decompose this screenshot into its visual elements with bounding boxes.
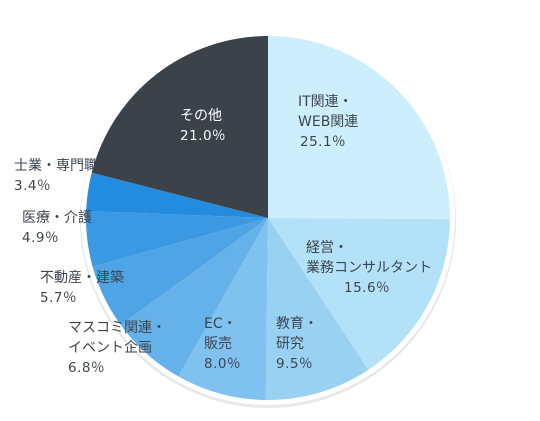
slice-label-line: 経営・ [306, 240, 348, 256]
slice-value: 9.5％ [276, 356, 313, 372]
slice-label-line: IT関連・ [298, 94, 353, 110]
slice-medical [86, 211, 268, 267]
slice-label-line: 医療・介護 [22, 209, 92, 226]
label-realestate: 不動産・建築 5.7％ [40, 270, 124, 306]
label-professional: 士業・専門職 3.4％ [14, 158, 98, 194]
slice-label-line: マスコミ関連・ [68, 320, 166, 336]
slice-label-line: 販売 [204, 336, 232, 352]
slice-consulting [268, 218, 450, 370]
label-other: その他 21.0％ [180, 108, 226, 144]
slice-value: 4.9％ [22, 230, 59, 246]
slice-label-line: WEB関連 [298, 114, 358, 130]
label-consulting: 経営・業務コンサルタント 15.6％ [306, 240, 432, 296]
slice-value: 21.0％ [180, 128, 226, 144]
slice-label-line: EC・ [204, 316, 237, 332]
slice-label-line: 業務コンサルタント [306, 260, 432, 276]
slice-value: 8.0％ [204, 356, 241, 372]
slice-value: 3.4％ [14, 178, 51, 194]
slice-label-line: イベント企画 [68, 339, 152, 356]
slice-realestate [92, 218, 268, 325]
slice-value: 5.7％ [40, 290, 77, 306]
slice-label-line: その他 [180, 108, 222, 124]
slice-value: 6.8％ [68, 360, 105, 376]
label-media: マスコミ関連・イベント企画 6.8％ [68, 320, 166, 376]
label-education: 教育・研究 9.5％ [276, 316, 318, 372]
label-medical: 医療・介護 4.9％ [22, 209, 92, 246]
slice-it-web [268, 36, 451, 220]
slice-value: 15.6％ [344, 280, 390, 296]
slice-value: 25.1％ [300, 134, 346, 150]
slice-professional [86, 172, 268, 218]
label-ec: EC・販売 8.0％ [204, 316, 241, 372]
slice-label-line: 不動産・建築 [40, 270, 124, 286]
label-it-web: IT関連・ WEB関連 25.1％ [298, 94, 358, 150]
slice-other [91, 36, 268, 218]
slice-education [265, 218, 369, 401]
slice-label-line: 士業・専門職 [14, 158, 98, 174]
slice-media [120, 218, 268, 377]
slice-label-line: 研究 [276, 336, 304, 352]
slice-ec [178, 218, 268, 400]
slice-label-line: 教育・ [276, 316, 318, 332]
